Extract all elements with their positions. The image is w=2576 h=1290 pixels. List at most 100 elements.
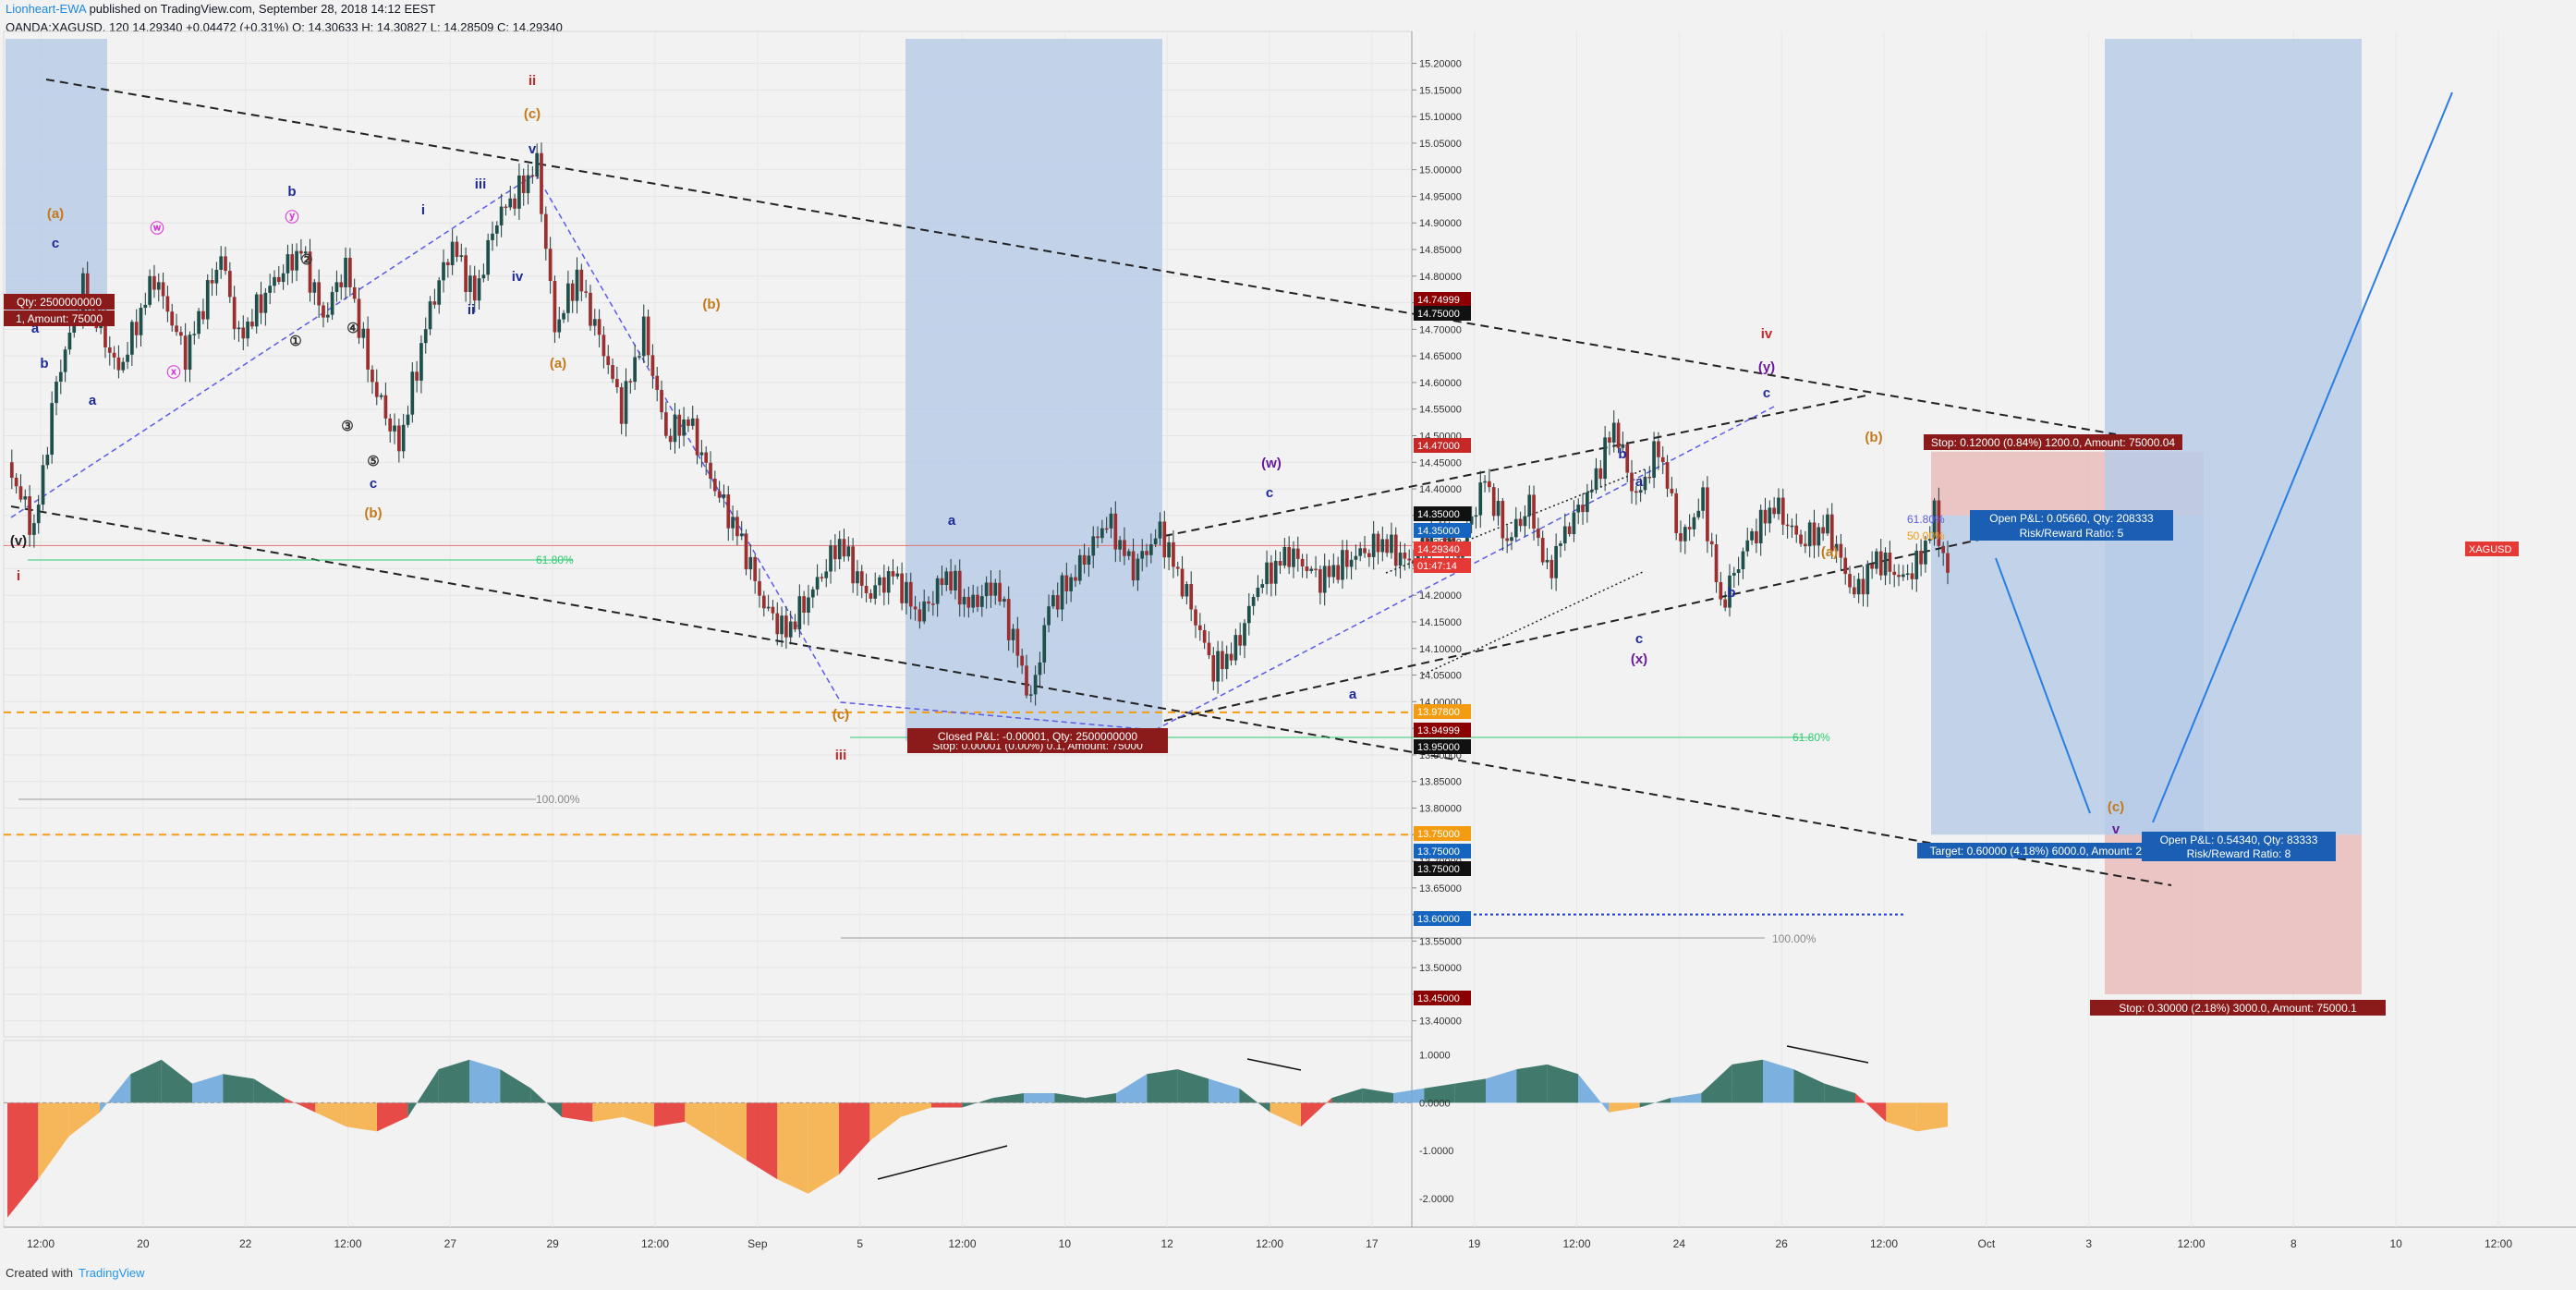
trade-box-text: Risk/Reward Ratio: 8	[2187, 847, 2291, 860]
candle-body	[1474, 515, 1478, 517]
price-label-bg	[1414, 542, 1471, 556]
candle-body	[628, 381, 633, 383]
trade-box: Target: 0.60000 (4.18%) 6000.0, Amount: …	[1917, 843, 2194, 858]
candle-body	[575, 269, 579, 301]
osc-area-segment	[1763, 1059, 1794, 1103]
shade-zone	[905, 39, 1162, 741]
osc-area-segment	[377, 1102, 408, 1132]
candle-body	[23, 496, 28, 500]
candle-body	[1096, 536, 1100, 539]
osc-area-segment	[777, 1102, 808, 1194]
osc-area-segment	[285, 1098, 316, 1113]
candle-body	[1594, 468, 1598, 491]
candle-body	[85, 273, 90, 304]
candle-body	[846, 546, 851, 557]
wave-label: (x)	[1631, 651, 1647, 667]
price-label-text: 14.35000	[1417, 509, 1460, 520]
time-tick-label: 12:00	[2177, 1237, 2205, 1250]
candle-body	[1336, 565, 1340, 580]
candle-body	[1153, 538, 1158, 545]
candle-body	[1554, 545, 1559, 578]
candle-body	[1496, 501, 1501, 517]
candle-body	[1807, 522, 1812, 547]
candle-body	[1038, 662, 1042, 675]
candle-body	[1300, 558, 1305, 566]
candle-body	[406, 414, 410, 425]
fib-label: 61.80%	[536, 554, 574, 566]
trade-box-text: Stop: 0.30000 (2.18%) 3000.0, Amount: 75…	[2119, 1002, 2357, 1015]
candle-body	[1113, 513, 1118, 550]
osc-area-segment	[931, 1102, 963, 1108]
trade-box: Risk/Reward Ratio: 5	[1970, 525, 2173, 541]
candle-body	[1331, 565, 1336, 578]
candle-body	[1442, 522, 1447, 555]
osc-area-segment	[500, 1069, 531, 1103]
osc-area-segment	[1424, 1083, 1455, 1103]
forecast-arrow-down	[1995, 557, 2091, 814]
time-tick-label: 26	[1775, 1237, 1788, 1250]
candle-body	[396, 425, 401, 452]
candle-body	[67, 332, 72, 350]
candle-body	[1545, 559, 1549, 563]
author-link[interactable]: Lionheart-EWA	[6, 2, 86, 16]
osc-area-segment	[808, 1102, 839, 1194]
price-label-bg	[1414, 438, 1471, 453]
wave-label: (b)	[1865, 430, 1882, 445]
time-tick-label: 17	[1366, 1237, 1379, 1250]
candle-body	[50, 403, 55, 456]
candle-body	[442, 262, 445, 281]
osc-area-segment	[68, 1102, 100, 1137]
candle-body	[1772, 507, 1777, 515]
candle-body	[36, 505, 41, 524]
price-label-text: 14.35000	[1417, 526, 1460, 537]
price-tick-label: 14.90000	[1419, 218, 1462, 229]
candle-body	[837, 539, 842, 560]
candle-body	[1670, 488, 1674, 493]
open-value: O: 14.30633	[292, 20, 358, 34]
osc-area-segment	[562, 1102, 593, 1123]
candle-body	[1559, 543, 1562, 546]
candle-body	[615, 379, 619, 388]
candle-body	[1501, 501, 1505, 539]
publish-info: Lionheart-EWA published on TradingView.c…	[6, 2, 435, 16]
candle-body	[383, 395, 388, 419]
candle-body	[717, 491, 722, 498]
candle-body	[214, 269, 219, 284]
candle-body	[611, 365, 614, 380]
candle-body	[1728, 575, 1732, 608]
time-tick-label: 12:00	[1562, 1237, 1590, 1250]
candle-body	[143, 304, 148, 309]
candle-body	[205, 280, 210, 320]
price-label-bg	[1414, 292, 1471, 307]
candle-body	[989, 582, 993, 596]
osc-area-segment	[592, 1102, 624, 1123]
candle-body	[1069, 577, 1074, 591]
time-tick-label: 29	[546, 1237, 559, 1250]
trade-boxes-layer: Stop: 0.12000 (0.84%) 1200.0, Amount: 75…	[4, 294, 2386, 1016]
candle-body	[1216, 651, 1220, 682]
candle-body	[851, 546, 855, 584]
shade-zone	[6, 39, 107, 316]
wave-label: v	[2112, 821, 2120, 837]
candle-body	[1736, 568, 1741, 574]
candle-body	[1385, 539, 1389, 554]
trade-box: Risk/Reward Ratio: 8	[2142, 846, 2336, 861]
tradingview-logo-link[interactable]: TradingView	[78, 1266, 145, 1280]
time-tick-label: 24	[1673, 1237, 1686, 1250]
wave-label: b	[1618, 446, 1626, 462]
fib-line	[10, 173, 537, 518]
trade-box-bg	[2090, 1000, 2386, 1016]
osc-area-segment	[1301, 1098, 1332, 1127]
candle-body	[1834, 543, 1839, 552]
symbol-tag-text: XAGUSD	[2469, 544, 2512, 555]
candle-body	[55, 381, 58, 404]
candle-body	[695, 418, 699, 456]
candle-body	[1047, 606, 1051, 626]
candle-body	[107, 347, 112, 353]
candle-body	[1398, 552, 1403, 566]
wave-label: ii	[468, 302, 475, 318]
candle-body	[1002, 599, 1006, 602]
osc-area-segment	[1209, 1078, 1240, 1103]
candle-body	[1074, 577, 1077, 581]
